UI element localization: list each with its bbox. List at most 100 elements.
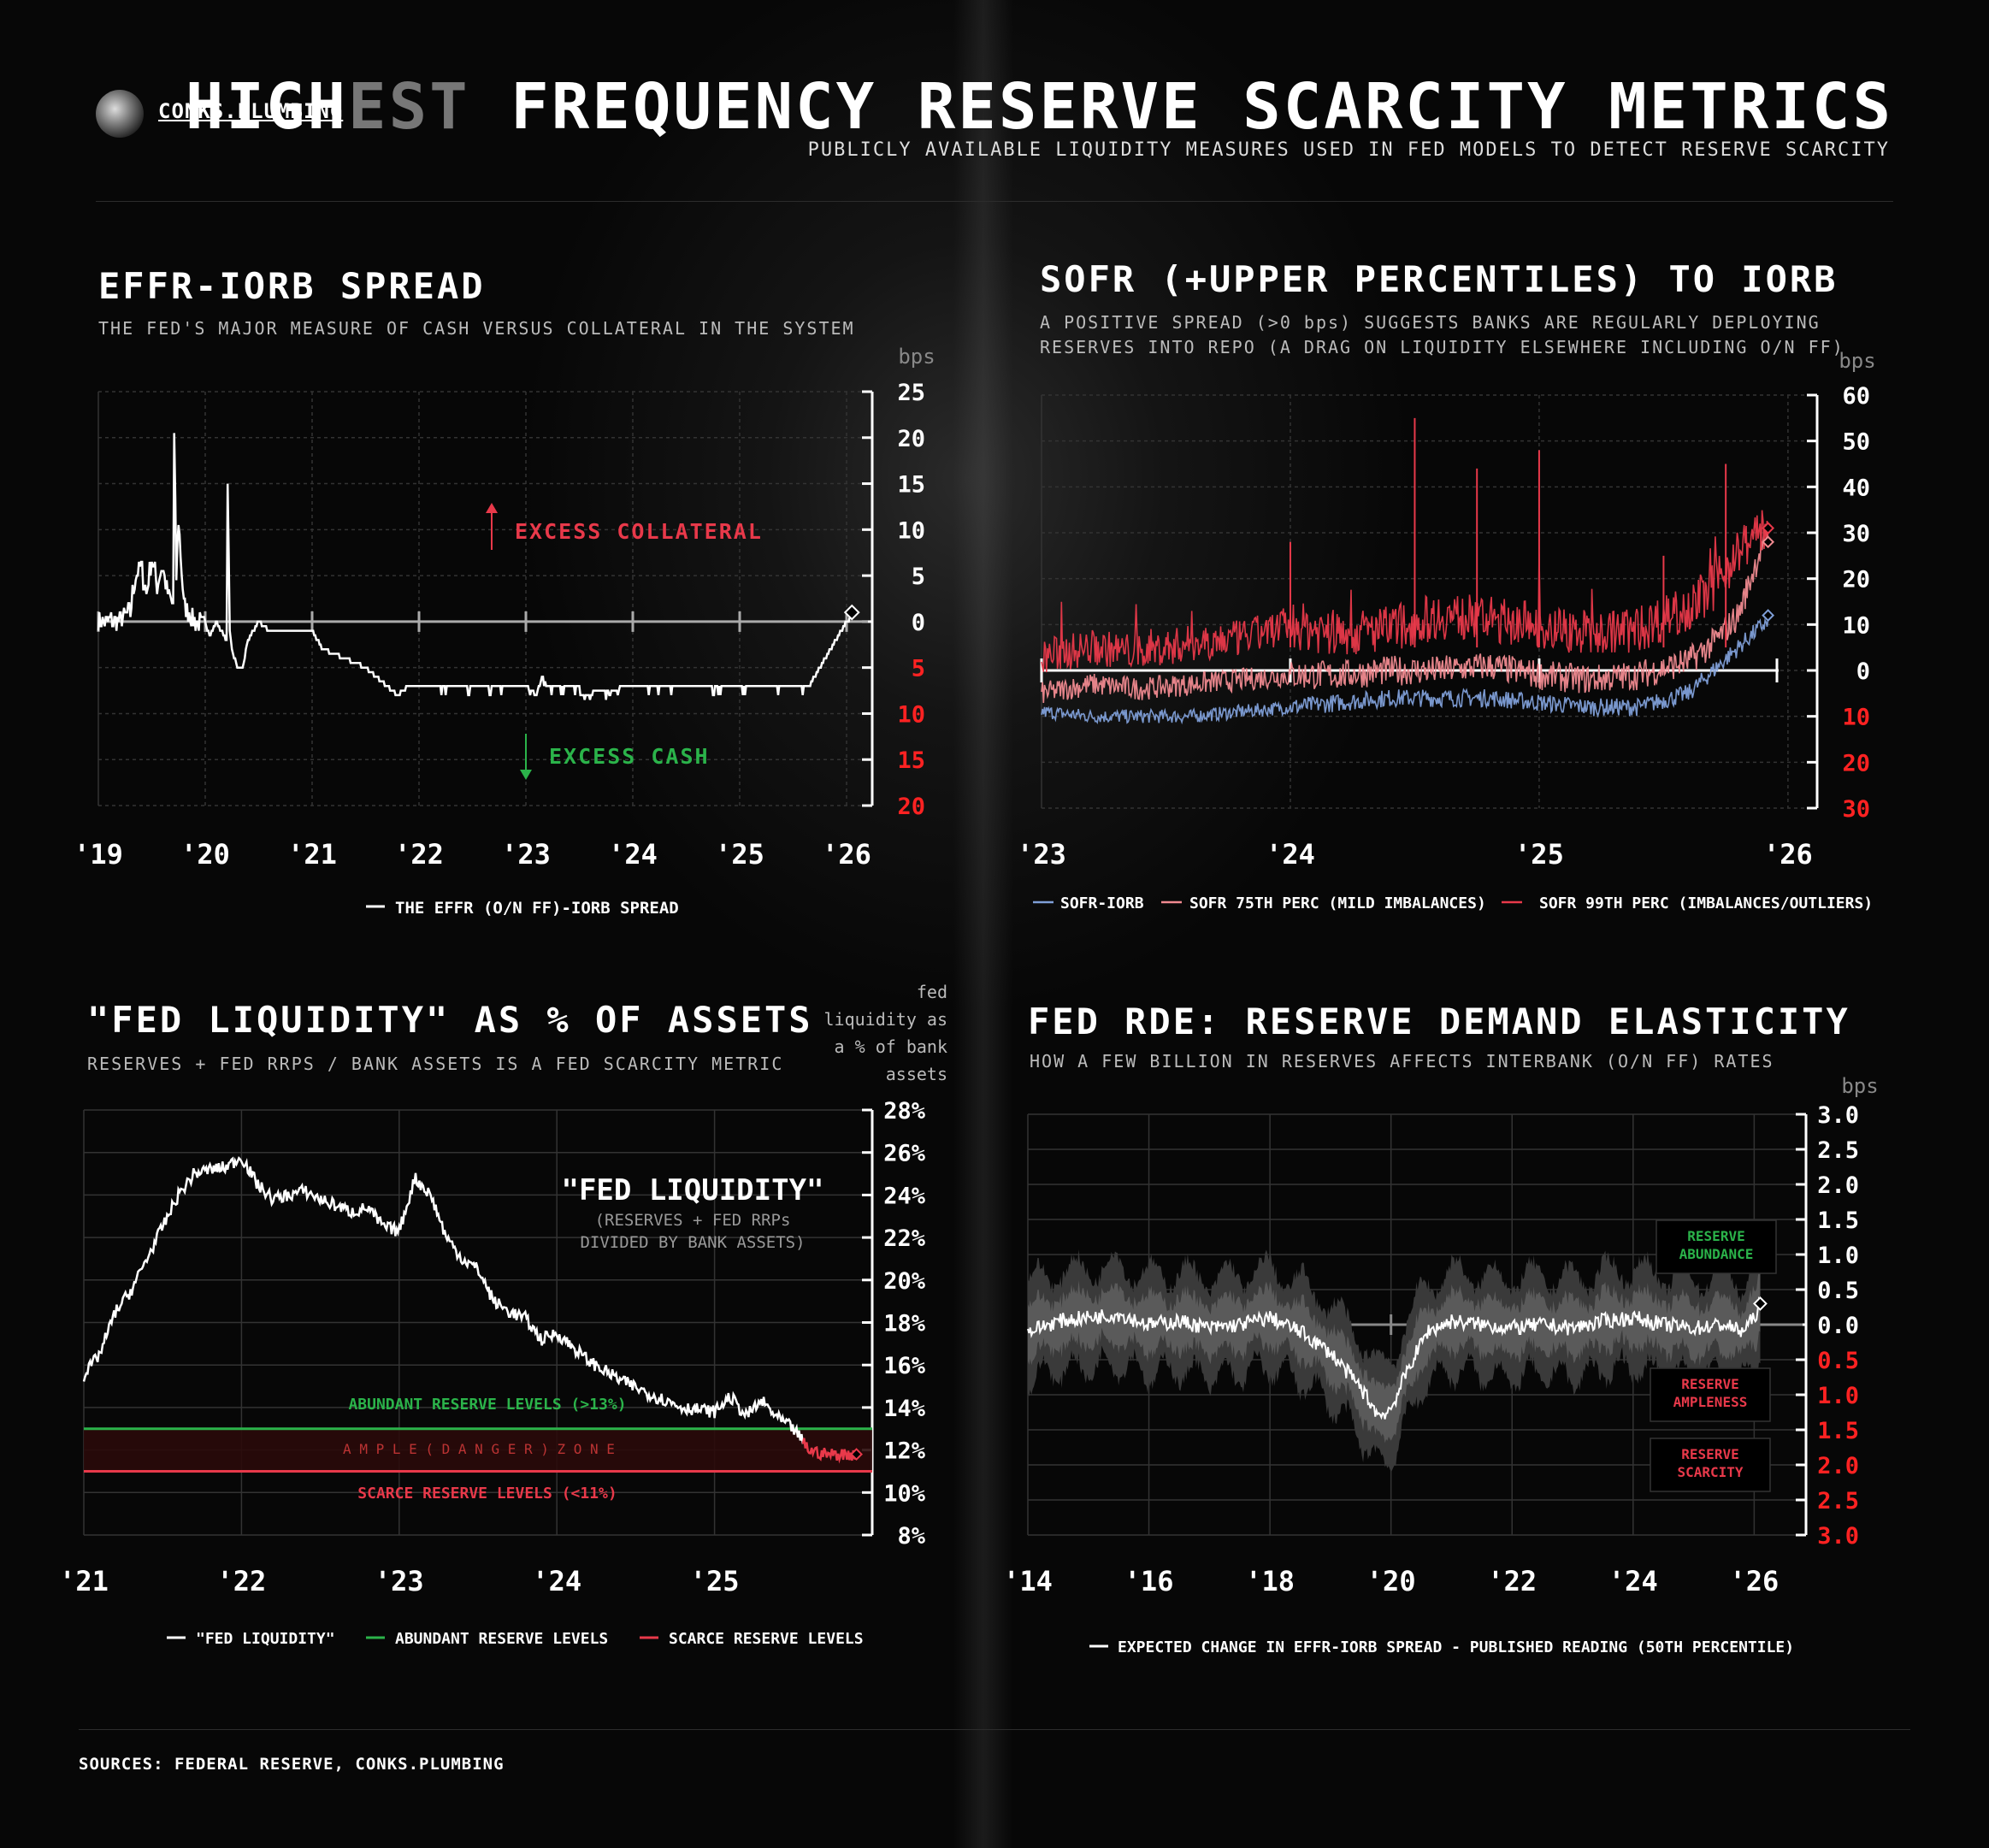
fedliq-y-tick-label: 16% (883, 1353, 926, 1379)
fedliq-y-tick-label: 10% (883, 1480, 926, 1507)
effr-unit-label: bps (898, 345, 935, 369)
fedliq-series-line-recent (801, 1438, 857, 1464)
ample-danger-zone (84, 1428, 872, 1472)
rde-x-tick-label: '22 (1487, 1565, 1537, 1597)
sofr-y-tick-label: 60 (1842, 383, 1870, 410)
effr-y-tick-label: 5 (912, 656, 925, 682)
rde-y-tick-label: 0.5 (1817, 1348, 1859, 1374)
rde-zone-box-ampleness (1650, 1367, 1771, 1422)
sofr-series-line-2 (1041, 510, 1769, 673)
fedliq-y-tick-label: 14% (883, 1396, 926, 1422)
excess-cash-arrowhead (520, 770, 532, 780)
fedliq-unit-label: assets (886, 1064, 947, 1084)
sources-note: SOURCES: FEDERAL RESERVE, CONKS.PLUMBING (79, 1755, 505, 1774)
effr-legend-label: THE EFFR (O/N FF)-IORB SPREAD (395, 899, 679, 918)
ample-zone-label: A M P L E ( D A N G E R ) Z O N E (343, 1441, 615, 1457)
effr-y-tick-label: 25 (897, 380, 925, 406)
rde-y-tick-label: 0.0 (1817, 1313, 1859, 1339)
fedliq-unit-label: liquidity as (824, 1009, 948, 1030)
sofr-legend-label: SOFR-IORB (1060, 894, 1144, 912)
brand-link[interactable]: CONKS.PLUMBING (158, 99, 344, 123)
fedliq-legend-label: "FED LIQUIDITY" (196, 1630, 335, 1648)
sofr-y-tick-label: 30 (1842, 521, 1870, 547)
sofr-subtitle-1: A POSITIVE SPREAD (>0 bps) SUGGESTS BANK… (1040, 312, 1821, 333)
sofr-unit-label: bps (1838, 349, 1875, 373)
fedliq-inner-title: "FED LIQUIDITY" (561, 1173, 823, 1207)
rde-y-tick-label: 1.5 (1817, 1418, 1859, 1444)
rde-y-tick-label: 1.5 (1817, 1207, 1859, 1234)
excess-collateral-label: EXCESS COLLATERAL (515, 519, 763, 544)
rde-y-tick-label: 3.0 (1817, 1523, 1859, 1550)
rde-y-tick-label: 2.5 (1817, 1488, 1859, 1514)
fedliq-y-tick-label: 12% (883, 1438, 926, 1465)
fedliq-y-tick-label: 8% (897, 1523, 925, 1550)
fedliq-inner-subtitle: DIVIDED BY BANK ASSETS) (580, 1233, 805, 1252)
rde-legend-label: EXPECTED CHANGE IN EFFR-IORB SPREAD - PU… (1118, 1638, 1794, 1656)
rde-x-tick-label: '20 (1366, 1565, 1416, 1597)
effr-y-tick-label: 10 (897, 517, 925, 544)
rde-x-tick-label: '24 (1608, 1565, 1658, 1597)
fedliq-x-tick-label: '22 (217, 1565, 267, 1597)
effr-series-line (97, 433, 853, 700)
fedliq-x-tick-label: '21 (59, 1565, 109, 1597)
rde-y-tick-label: 2.5 (1817, 1137, 1859, 1164)
excess-cash-label: EXCESS CASH (549, 744, 710, 769)
sofr-title: SOFR (+UPPER PERCENTILES) TO IORB (1040, 258, 1838, 300)
rde-subtitle: HOW A FEW BILLION IN RESERVES AFFECTS IN… (1030, 1051, 1774, 1072)
page-title: HIGHEST FREQUENCY RESERVE SCARCITY METRI… (186, 70, 1893, 144)
title-part-c: FREQUENCY RESERVE SCARCITY METRICS (469, 70, 1893, 144)
fedliq-x-tick-label: '25 (690, 1565, 740, 1597)
rde-title: FED RDE: RESERVE DEMAND ELASTICITY (1028, 1001, 1850, 1042)
sofr-x-tick-label: '23 (1017, 838, 1066, 871)
fedliq-legend-label: SCARCE RESERVE LEVELS (669, 1630, 864, 1648)
fedliq-y-tick-label: 26% (883, 1141, 926, 1167)
brand-logo (96, 90, 144, 138)
rde-zone-label-abundance: ABUNDANCE (1679, 1246, 1754, 1262)
fedliq-subtitle: RESERVES + FED RRPS / BANK ASSETS IS A F… (87, 1054, 784, 1074)
fedliq-latest-marker (850, 1448, 863, 1461)
title-part-b: EST (348, 70, 470, 144)
abundant-level-label: ABUNDANT RESERVE LEVELS (>13%) (348, 1396, 626, 1414)
rde-series-line (1027, 1296, 1762, 1420)
fedliq-x-tick-label: '24 (532, 1565, 581, 1597)
fedliq-x-tick-label: '23 (375, 1565, 424, 1597)
rde-y-tick-label: 1.0 (1817, 1243, 1859, 1269)
effr-x-tick-label: '19 (74, 838, 123, 871)
fedliq-y-tick-label: 18% (883, 1311, 926, 1337)
rde-x-tick-label: '14 (1003, 1565, 1053, 1597)
scarce-level-label: SCARCE RESERVE LEVELS (<11%) (357, 1485, 617, 1503)
rde-x-tick-label: '18 (1245, 1565, 1295, 1597)
sofr-y-tick-label: 10 (1842, 612, 1870, 639)
footer-divider (79, 1729, 1910, 1730)
sofr-y-tick-label: 0 (1856, 658, 1870, 685)
page-subtitle: PUBLICLY AVAILABLE LIQUIDITY MEASURES US… (807, 139, 1890, 161)
fedliq-y-tick-label: 24% (883, 1183, 926, 1209)
fedliq-inner-subtitle: (RESERVES + FED RRPs (595, 1211, 791, 1230)
effr-x-tick-label: '21 (287, 838, 337, 871)
rde-zone-label-ampleness: RESERVE (1681, 1376, 1738, 1392)
rde-y-tick-label: 2.0 (1817, 1172, 1859, 1199)
effr-y-tick-label: 20 (897, 794, 925, 820)
sofr-x-tick-label: '25 (1514, 838, 1564, 871)
sofr-y-tick-label: 20 (1842, 567, 1870, 593)
effr-y-tick-label: 10 (897, 701, 925, 728)
fedliq-title: "FED LIQUIDITY" AS % OF ASSETS (87, 999, 813, 1041)
sofr-legend-label: SOFR 99TH PERC (IMBALANCES/OUTLIERS) (1539, 894, 1873, 912)
fedliq-y-tick-label: 20% (883, 1268, 926, 1295)
rde-outer-band (1028, 1235, 1761, 1473)
rde-y-tick-label: 3.0 (1817, 1102, 1859, 1129)
rde-latest-marker (1753, 1296, 1768, 1311)
rde-y-tick-label: 2.0 (1817, 1453, 1859, 1479)
effr-title: EFFR-IORB SPREAD (98, 265, 486, 307)
effr-latest-marker (843, 604, 860, 621)
sofr-latest-marker-1 (1762, 535, 1775, 549)
rde-zone-label-ampleness: AMPLENESS (1673, 1394, 1748, 1410)
fedliq-unit-label: fed (917, 982, 947, 1002)
fedliq-unit-label: a % of bank (835, 1036, 947, 1057)
title-part-a: HIGH (185, 70, 349, 144)
effr-y-tick-label: 20 (897, 426, 925, 452)
rde-x-tick-label: '16 (1124, 1565, 1174, 1597)
